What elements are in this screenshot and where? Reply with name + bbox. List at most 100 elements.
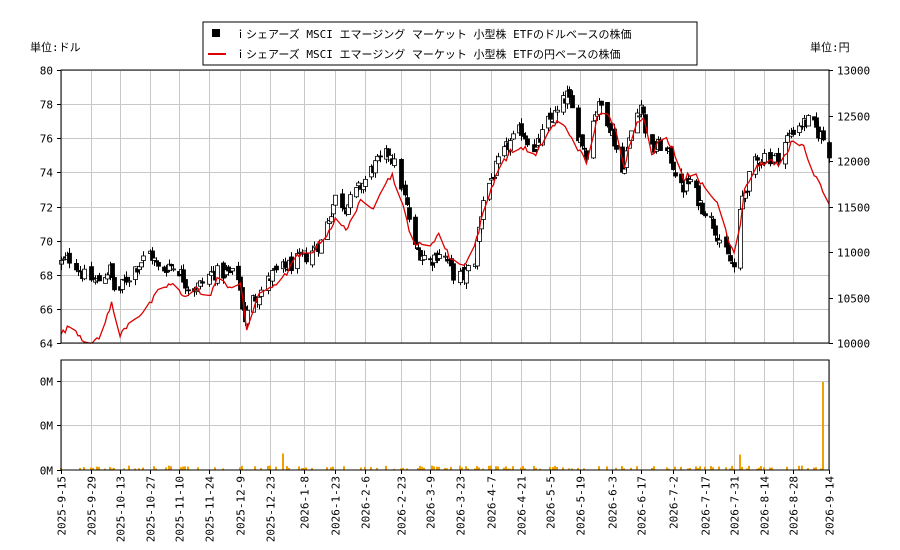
candle-body [700,202,705,215]
volume-bar [433,466,435,470]
volume-bar [598,466,600,470]
volume-bar [769,467,771,470]
x-tick-label: 2025-12-23 [265,476,278,542]
volume-bar [710,466,712,470]
x-tick-label: 2026-3-23 [455,476,468,536]
candle-body [555,109,560,113]
volume-bar [459,465,461,470]
volume-bar [488,465,490,470]
candle-body [797,125,802,133]
candle-body [333,194,338,206]
candle-body [124,276,129,283]
volume-bar [568,468,570,470]
volume-bar [524,468,526,470]
volume-bar [364,466,366,470]
x-tick-label: 2026-8-14 [759,476,772,536]
volume-bar [214,467,216,470]
candle-body [451,263,456,281]
volume-bar [729,468,731,470]
volume-bar [182,466,184,470]
volume-bar [577,467,579,470]
candle-body [152,257,157,261]
volume-bar [630,467,632,470]
volume-bar [741,466,743,470]
volume-bar [689,467,691,470]
volume-bar [636,466,638,470]
volume-bar [476,466,478,470]
volume-bar [467,468,469,470]
volume-bar [153,466,155,470]
candle-body [61,258,66,261]
candle-body [340,193,345,209]
legend-jpy-label: ｉシェアーズ MSCI エマージング マーケット 小型株 ETFの円ベースの株価 [235,47,621,61]
volume-bar [522,465,524,470]
x-tick-label: 2025-10-13 [115,476,128,542]
volume-bar [288,467,290,470]
candle-body [354,187,359,198]
volume-bar [113,467,115,470]
candle-body [502,146,507,157]
x-tick-label: 2025-9-29 [86,476,99,536]
x-tick-label: 2026-7-31 [729,476,742,536]
volume-bar [562,467,564,470]
candle-body [112,277,117,291]
volume-bar [704,466,706,470]
candle-body [599,100,604,106]
right-tick-label: 12500 [837,111,870,124]
candle-body [416,247,421,251]
candle-body [703,213,708,217]
candle-body [230,268,235,272]
right-tick-label: 12000 [837,156,870,169]
volume-bar [507,468,509,470]
volume-bar [815,467,817,470]
x-tick-label: 2026-3-9 [425,476,438,529]
volume-bar [813,467,815,470]
candle-body [458,270,463,284]
volume-bar [330,467,332,470]
volume-bar [807,468,809,470]
candle-body [257,296,262,306]
left-tick-label: 74 [40,167,54,180]
volume-bar [668,468,670,470]
volume-bar [680,466,682,470]
volume-bar [423,467,425,470]
volume-bar [771,467,773,470]
volume-bar [490,465,492,470]
volume-bar [170,466,172,470]
candle-body [548,112,553,120]
volume-bar [254,466,256,470]
x-tick-label: 2025-12-9 [235,476,248,536]
volume-bar [509,468,511,470]
candle-body [183,279,188,289]
volume-bar [533,466,535,470]
volume-bar [552,467,554,470]
volume-bar [748,465,750,470]
price-gridlines [61,70,830,344]
volume-bar [712,467,714,470]
candle-body [78,270,83,273]
volume-bar [417,468,419,470]
candle-body [696,185,701,207]
volume-bar [269,465,271,470]
candle-body [156,262,161,267]
legend: ｉシェアーズ MSCI エマージング マーケット 小型株 ETFのドルベースの株… [202,21,698,66]
x-tick-label: 2026-4-21 [516,476,529,536]
candle-body [105,274,110,280]
volume-bar [549,466,551,470]
x-tick-label: 2026-6-17 [636,476,649,536]
volume-bar [111,468,113,470]
x-tick-label: 2026-6-3 [607,476,620,529]
candle-body [169,263,174,267]
candle-body [591,120,596,159]
volume-bar [400,468,402,470]
left-tick-label: 68 [40,270,53,283]
volume-bar [79,467,81,470]
candle-body [331,204,336,215]
left-tick-label: 76 [40,133,53,146]
legend-usd-label: ｉシェアーズ MSCI エマージング マーケット 小型株 ETFのドルベースの株… [235,27,632,41]
volume-bar [267,465,269,470]
volume-bar [820,468,822,470]
x-axis-ticks: 2025-9-15 2025-9-29 2025-10-13 2025-10-27 20… [56,470,837,542]
right-tick-label: 10000 [837,338,870,351]
price-panel-frame [60,69,830,344]
